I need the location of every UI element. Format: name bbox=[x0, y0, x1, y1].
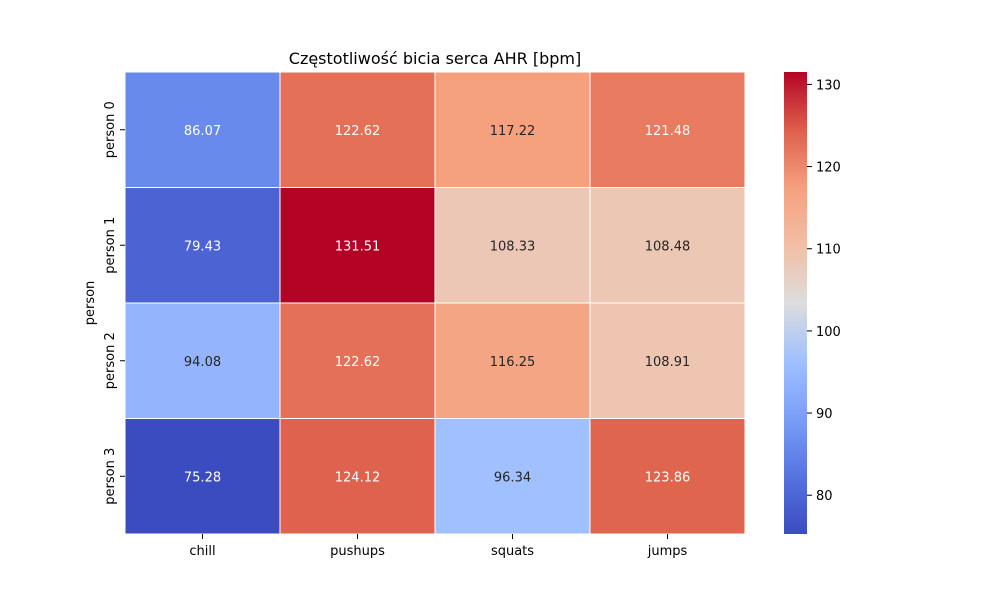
cell-value-label: 75.28 bbox=[184, 470, 221, 485]
y-tick-label: person 1 bbox=[103, 217, 118, 274]
colorbar-tick-label: 100 bbox=[816, 325, 841, 340]
heatmap-cells: 86.07 122.62 117.22 121.48 79.43 131.51 108.33… bbox=[124, 71, 746, 535]
y-axis-label: person bbox=[83, 281, 98, 326]
x-tick-label: squats bbox=[491, 544, 534, 559]
colorbar-tick-label: 130 bbox=[816, 78, 841, 93]
chart-title: Częstotliwość bicia serca AHR [bpm] bbox=[289, 49, 581, 68]
colorbar-tick-label: 120 bbox=[816, 161, 841, 176]
x-tick-label: jumps bbox=[647, 544, 688, 559]
x-tick-label: chill bbox=[189, 544, 215, 559]
y-tick-label: person 3 bbox=[103, 448, 118, 505]
cell-value-label: 108.33 bbox=[490, 239, 536, 254]
cell-value-label: 123.86 bbox=[645, 470, 691, 485]
cell-value-label: 122.62 bbox=[335, 355, 381, 370]
colorbar: 80 90 100 110 120 130 bbox=[784, 72, 841, 534]
heatmap-cell bbox=[279, 302, 436, 419]
cell-value-label: 131.51 bbox=[335, 239, 381, 254]
cell-value-label: 117.22 bbox=[490, 124, 536, 139]
y-tick-label: person 0 bbox=[103, 101, 118, 158]
heatmap-cell bbox=[124, 418, 281, 535]
heatmap-cell bbox=[279, 71, 436, 188]
colorbar-tick-label: 110 bbox=[816, 243, 841, 258]
y-axis: person 0 person 1 person 2 person 3 bbox=[103, 101, 125, 505]
cell-value-label: 108.48 bbox=[645, 239, 691, 254]
colorbar-tick-label: 90 bbox=[816, 407, 833, 422]
cell-value-label: 116.25 bbox=[490, 355, 536, 370]
heatmap-cell bbox=[279, 418, 436, 535]
cell-value-label: 108.91 bbox=[645, 355, 691, 370]
heatmap-cell bbox=[589, 418, 746, 535]
colorbar-gradient bbox=[784, 72, 807, 534]
heatmap-cell bbox=[589, 187, 746, 304]
heatmap-cell bbox=[589, 71, 746, 188]
y-tick-label: person 2 bbox=[103, 332, 118, 389]
cell-value-label: 121.48 bbox=[645, 124, 691, 139]
x-axis: chill pushups squats jumps bbox=[189, 534, 687, 559]
heatmap-cell bbox=[124, 187, 281, 304]
x-tick-label: pushups bbox=[330, 544, 385, 559]
heatmap-cell bbox=[434, 418, 591, 535]
heatmap-cell bbox=[124, 71, 281, 188]
cell-value-label: 122.62 bbox=[335, 124, 381, 139]
colorbar-tick-label: 80 bbox=[816, 489, 833, 504]
heatmap-cell bbox=[589, 302, 746, 419]
heatmap-cell bbox=[434, 71, 591, 188]
cell-value-label: 79.43 bbox=[184, 239, 221, 254]
cell-value-label: 94.08 bbox=[184, 355, 221, 370]
cell-value-label: 86.07 bbox=[184, 124, 221, 139]
heatmap-cell bbox=[279, 187, 436, 304]
cell-value-label: 96.34 bbox=[494, 470, 531, 485]
cell-value-label: 124.12 bbox=[335, 470, 381, 485]
